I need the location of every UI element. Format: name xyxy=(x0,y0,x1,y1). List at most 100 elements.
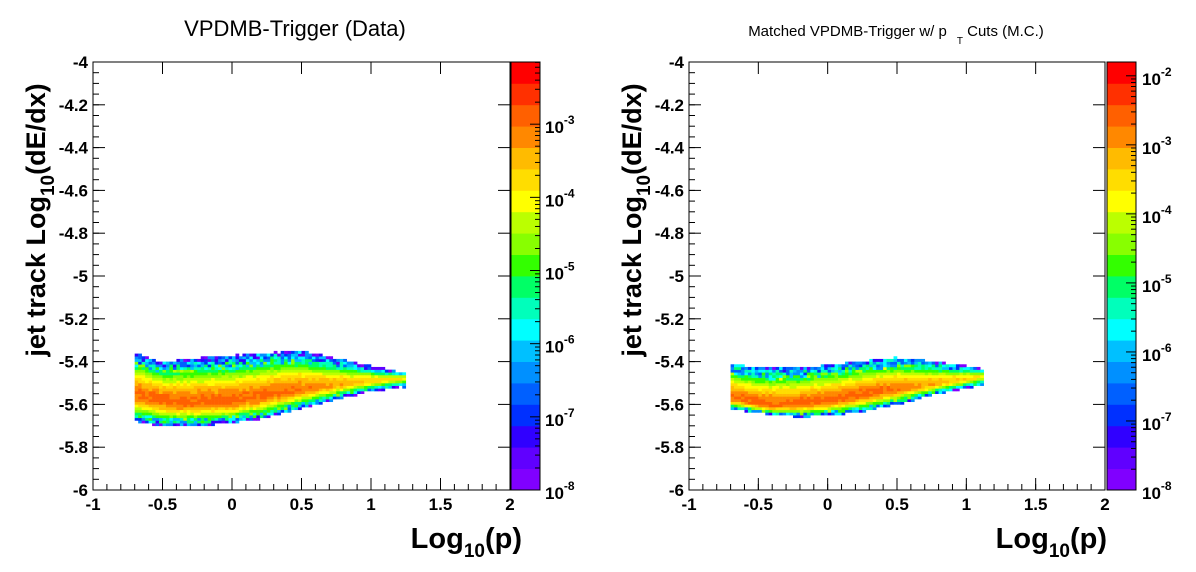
heat-cell xyxy=(377,374,382,378)
heat-cell xyxy=(938,364,943,368)
heat-cell xyxy=(284,409,288,413)
heat-cell xyxy=(831,407,835,411)
heat-cell xyxy=(838,380,842,384)
panel-mc: Matched VPDMB-Trigger w/ pT Cuts (M.C.) … xyxy=(617,23,1172,562)
heat-cell xyxy=(367,385,372,389)
heat-cell xyxy=(249,353,254,357)
heat-cell xyxy=(761,374,766,378)
heat-cell xyxy=(252,396,257,400)
heat-cell xyxy=(897,369,901,373)
heat-cell xyxy=(747,393,752,397)
heat-cell xyxy=(145,404,149,408)
heat-cell xyxy=(259,361,264,365)
colorbar-segment xyxy=(511,190,540,213)
colorbar-segment xyxy=(1107,62,1136,84)
heat-cell xyxy=(186,409,191,413)
heat-cell xyxy=(841,404,846,408)
heat-cell xyxy=(827,380,832,384)
heat-cell xyxy=(193,396,198,400)
heat-cell xyxy=(959,374,964,378)
heat-cell xyxy=(357,380,361,384)
heat-cell xyxy=(311,401,316,405)
heat-cell xyxy=(928,366,932,370)
heat-cell xyxy=(298,372,302,376)
heat-cell xyxy=(148,372,153,376)
heat-cell xyxy=(148,364,153,368)
x-tick-label: 2 xyxy=(1100,495,1109,514)
heat-cell xyxy=(148,399,153,403)
colorbar-label: 10-5 xyxy=(1142,272,1172,296)
heat-cell xyxy=(332,374,337,378)
heat-cell xyxy=(796,404,801,408)
heat-cell xyxy=(786,404,790,408)
heat-cell xyxy=(318,369,323,373)
heat-cell xyxy=(273,358,278,362)
heat-cell xyxy=(772,372,776,376)
heat-cell xyxy=(211,401,215,405)
heat-cell xyxy=(197,401,202,405)
heat-cell xyxy=(741,401,745,405)
heat-cell xyxy=(298,366,302,370)
heat-cell xyxy=(803,396,808,400)
heat-cell xyxy=(235,383,240,386)
heat-cell xyxy=(768,369,773,373)
heat-cell xyxy=(883,372,887,376)
heat-cell xyxy=(924,374,929,378)
heat-cell xyxy=(374,372,379,376)
heat-cell xyxy=(803,393,808,397)
heat-cell xyxy=(803,366,808,370)
heat-cell xyxy=(772,407,776,411)
heat-cell xyxy=(834,366,839,370)
colorbar-segment xyxy=(1107,383,1136,405)
heat-cell xyxy=(796,393,801,397)
heat-cell xyxy=(152,393,156,397)
heat-cell xyxy=(242,412,247,416)
heat-cell xyxy=(949,374,953,378)
heat-cell xyxy=(148,388,153,392)
heat-cell xyxy=(893,358,898,362)
heat-cell xyxy=(284,396,288,400)
heat-cell xyxy=(141,412,146,416)
heat-cell xyxy=(827,377,832,381)
heat-cell xyxy=(287,409,292,413)
heat-cell xyxy=(287,369,292,373)
heat-cell xyxy=(955,388,960,392)
colorbar-label-base: 10 xyxy=(1142,208,1161,227)
heat-cell xyxy=(803,385,808,389)
heat-cell xyxy=(204,385,208,389)
heat-cell xyxy=(955,383,960,386)
heat-cell xyxy=(152,385,156,389)
heat-cell xyxy=(287,407,292,411)
heat-cell xyxy=(339,396,344,400)
heat-cell xyxy=(858,372,863,376)
heat-cell xyxy=(371,388,375,392)
heat-cell xyxy=(138,420,142,424)
heat-cell xyxy=(193,364,198,368)
heat-cell xyxy=(353,364,358,368)
heat-cell xyxy=(883,393,887,397)
heat-cell xyxy=(172,364,177,368)
heat-cell xyxy=(277,391,281,394)
heat-cell xyxy=(817,391,822,394)
heat-cell xyxy=(779,374,783,378)
heat-cell xyxy=(806,396,811,400)
heat-cell xyxy=(747,383,752,386)
heat-cell xyxy=(747,374,752,378)
heat-cell xyxy=(402,380,407,384)
heat-cell xyxy=(879,369,884,373)
heat-cell xyxy=(914,358,919,362)
heat-cell xyxy=(152,358,156,362)
heat-cell xyxy=(145,369,149,373)
heat-cell xyxy=(813,366,818,370)
colorbar-label-exp: -7 xyxy=(564,406,575,420)
y-tick-label: -4.4 xyxy=(59,139,89,158)
x-axis-label: Log10(p) xyxy=(996,523,1107,562)
heat-cell xyxy=(883,369,887,373)
heat-cell xyxy=(218,364,222,368)
heat-cell xyxy=(841,364,846,368)
heat-cell xyxy=(931,388,936,392)
heat-cell xyxy=(148,417,153,421)
heat-cell xyxy=(200,377,205,381)
heat-cell xyxy=(204,407,208,411)
heat-cell xyxy=(886,399,891,403)
